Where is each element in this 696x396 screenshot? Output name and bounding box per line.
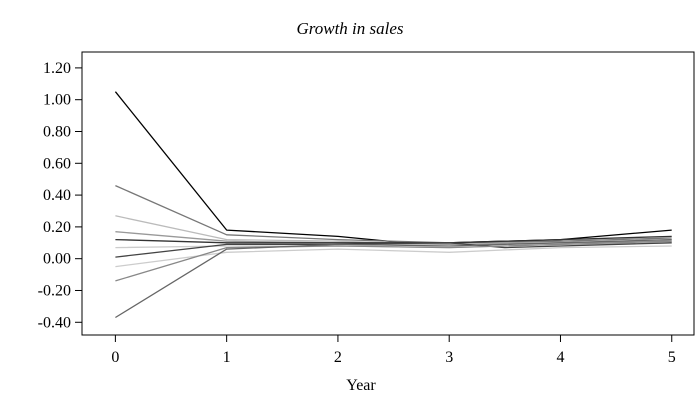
series-line-8	[115, 245, 672, 268]
chart-title: Growth in sales	[296, 19, 403, 38]
series-line-9	[115, 240, 672, 282]
x-tick-label: 0	[111, 349, 119, 366]
series-line-2	[115, 185, 672, 244]
x-tick-label: 1	[223, 349, 231, 366]
series-line-5	[115, 235, 672, 244]
x-tick-label: 3	[445, 349, 453, 366]
y-tick-label: 0.60	[43, 155, 71, 172]
y-tick-label: -0.20	[38, 282, 71, 299]
series-line-10	[115, 238, 672, 319]
plot-frame	[81, 51, 695, 336]
series-group	[114, 91, 672, 319]
y-axis: -0.40 -0.20 0.00 0.20 0.40 0.60 0.80 1.00 1.20	[38, 60, 82, 331]
x-axis-label: Year	[346, 377, 376, 394]
y-tick-label: 0.20	[43, 219, 71, 236]
y-tick-label: 0.40	[43, 187, 71, 204]
y-tick-label: 1.00	[43, 92, 71, 109]
x-axis: 0 1 2 3 4 5	[111, 335, 676, 366]
series-line-1	[114, 91, 672, 244]
x-tick-label: 5	[668, 349, 676, 366]
y-tick-label: 1.20	[43, 60, 71, 77]
y-tick-label: -0.40	[38, 314, 71, 331]
y-tick-label: 0.80	[43, 123, 71, 140]
x-tick-label: 2	[334, 349, 342, 366]
series-line-7	[115, 242, 672, 258]
y-tick-label: 0.00	[43, 251, 71, 268]
x-tick-label: 4	[556, 349, 564, 366]
